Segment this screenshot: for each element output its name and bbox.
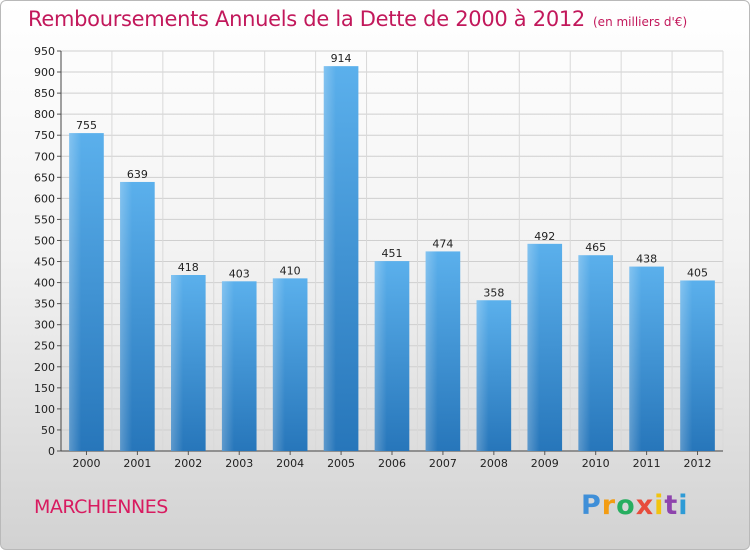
- data-label: 405: [687, 266, 708, 279]
- logo-letter: r: [601, 490, 617, 521]
- y-tick-label: 650: [34, 171, 55, 184]
- data-label: 358: [483, 286, 504, 299]
- y-tick-label: 200: [34, 361, 55, 374]
- y-tick-label: 950: [34, 45, 55, 58]
- x-tick-label: 2002: [174, 457, 202, 470]
- bar-highlight: [221, 281, 235, 451]
- bar-highlight: [629, 266, 642, 451]
- chart-unit: (en milliers d'€): [593, 15, 688, 29]
- logo-letter: i: [654, 490, 665, 521]
- x-tick-label: 2008: [480, 457, 508, 470]
- data-label: 755: [76, 119, 97, 132]
- logo-letter: o: [616, 490, 636, 521]
- proxiti-logo: Proxiti: [581, 490, 689, 521]
- data-label: 438: [636, 253, 657, 266]
- bar-highlight: [323, 66, 336, 451]
- y-tick-label: 0: [48, 445, 55, 458]
- bar-highlight: [476, 300, 489, 451]
- x-tick-label: 2007: [429, 457, 457, 470]
- x-tick-label: 2011: [633, 457, 661, 470]
- data-label: 451: [382, 247, 403, 260]
- y-tick-label: 600: [34, 192, 55, 205]
- y-tick-label: 900: [34, 66, 55, 79]
- bar-highlight: [69, 133, 82, 451]
- logo-letter: x: [635, 490, 655, 521]
- y-tick-label: 100: [34, 403, 55, 416]
- bar-highlight: [272, 278, 285, 451]
- data-label: 465: [585, 241, 606, 254]
- x-tick-label: 2003: [225, 457, 253, 470]
- x-tick-label: 2001: [123, 457, 151, 470]
- y-tick-label: 450: [34, 256, 55, 269]
- logo-letter: i: [678, 490, 689, 521]
- x-tick-label: 2010: [582, 457, 610, 470]
- y-tick-label: 300: [34, 319, 55, 332]
- y-tick-label: 50: [41, 424, 55, 437]
- y-tick-label: 350: [34, 298, 55, 311]
- data-label: 474: [432, 237, 453, 250]
- y-tick-label: 800: [34, 108, 55, 121]
- data-label: 639: [127, 168, 148, 181]
- y-tick-label: 700: [34, 150, 55, 163]
- bar-highlight: [170, 275, 184, 451]
- y-tick-label: 400: [34, 277, 55, 290]
- bar-highlight: [680, 280, 693, 451]
- x-tick-label: 2012: [684, 457, 712, 470]
- x-tick-label: 2005: [327, 457, 355, 470]
- y-tick-label: 850: [34, 87, 55, 100]
- data-label: 914: [331, 52, 352, 65]
- data-label: 492: [534, 230, 555, 243]
- logo-letter: t: [664, 490, 679, 521]
- x-tick-label: 2004: [276, 457, 304, 470]
- y-tick-label: 250: [34, 340, 55, 353]
- y-tick-label: 750: [34, 129, 55, 142]
- x-tick-label: 2009: [531, 457, 559, 470]
- bar-highlight: [527, 243, 540, 451]
- data-label: 410: [280, 264, 301, 277]
- y-tick-label: 550: [34, 213, 55, 226]
- bar-highlight: [374, 261, 387, 451]
- bar-highlight: [120, 181, 133, 451]
- logo-letter: P: [581, 490, 602, 521]
- bars: [69, 66, 715, 451]
- data-label: 403: [229, 267, 250, 280]
- labels: 0 50 100 150 200 250 300 350 400 450 500 550 600 650 7…: [34, 45, 712, 470]
- x-tick-label: 2000: [72, 457, 100, 470]
- data-label: 418: [178, 261, 199, 274]
- chart-title: Remboursements Annuels de la Dette de 20…: [28, 7, 687, 31]
- x-tick-label: 2006: [378, 457, 406, 470]
- y-tick-label: 500: [34, 234, 55, 247]
- chart-title-text: Remboursements Annuels de la Dette de 20…: [28, 7, 585, 31]
- bar-highlight: [578, 255, 591, 451]
- city-name: MARCHIENNES: [34, 496, 168, 518]
- bar-highlight: [425, 251, 438, 451]
- y-tick-label: 150: [34, 382, 55, 395]
